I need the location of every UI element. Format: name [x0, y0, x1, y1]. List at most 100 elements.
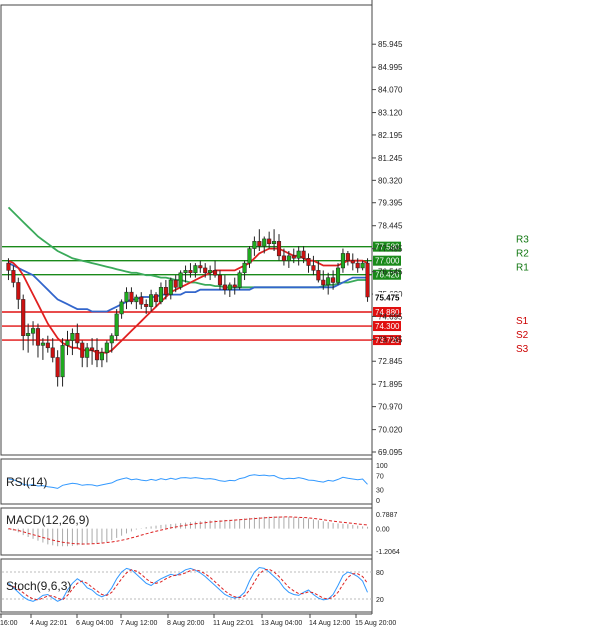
candle-bullish: [104, 342, 109, 353]
candle-bullish: [40, 342, 45, 346]
candle-bearish: [291, 255, 296, 259]
stoch-main-line: [8, 566, 368, 602]
pivot-price-box-s3: [373, 335, 401, 346]
candle-bearish: [232, 284, 237, 288]
pivot-price-label-s1: 74.880: [375, 308, 400, 317]
pivot-name-r3: R3: [516, 235, 529, 246]
candle-bullish: [168, 279, 173, 295]
candle-bullish: [26, 333, 31, 336]
rsi-tick-label: 30: [376, 488, 384, 495]
price-tick-label: 72.845: [378, 357, 403, 366]
rsi-tick-label: 70: [376, 474, 384, 481]
candle-bearish: [281, 255, 286, 261]
candle-bearish: [80, 342, 85, 358]
candle-bearish: [144, 303, 149, 307]
candle-bullish: [296, 250, 301, 259]
candle-bearish: [355, 262, 360, 269]
candle-bearish: [173, 279, 178, 288]
candle-bearish: [222, 284, 227, 290]
time-tick-label: 4 Aug 22:01: [30, 620, 67, 627]
rsi-line: [8, 474, 368, 489]
pivot-price-label-s3: 73.720: [375, 336, 400, 345]
time-tick-label: 6 Aug 04:00: [76, 620, 113, 627]
candle-bearish: [35, 328, 41, 346]
main-panel-frame: [0, 4, 373, 456]
candle-bearish: [45, 342, 50, 349]
candle-bullish: [242, 262, 247, 274]
candle-bearish: [257, 241, 262, 247]
candle-bullish: [360, 262, 365, 269]
candle-bearish: [306, 258, 311, 266]
stoch-title: Stoch(9,6,3): [6, 579, 71, 593]
candle-bearish: [16, 282, 21, 300]
pivot-price-box-s2: [373, 321, 401, 332]
candle-bearish: [345, 253, 350, 261]
candle-bearish: [198, 265, 203, 269]
candle-bearish: [188, 270, 193, 274]
candle-bullish: [178, 272, 183, 288]
candle-bullish: [119, 301, 124, 315]
macd-title-group: MACD(12,26,9): [6, 513, 89, 527]
candle-bearish: [21, 299, 26, 336]
candle-bearish: [153, 294, 159, 303]
price-tick-label: 83.120: [378, 109, 403, 118]
candle-bearish: [321, 279, 326, 286]
candle-bullish: [85, 347, 90, 358]
pivot-price-label-r3: 77.580: [375, 243, 400, 252]
price-tick-label: 79.395: [378, 199, 403, 208]
rsi-title-group: RSI(14): [6, 475, 47, 489]
candle-bullish: [70, 333, 75, 341]
rsi-title: RSI(14): [6, 475, 47, 489]
price-tick-label: 71.895: [378, 380, 403, 389]
candle-bullish: [252, 241, 257, 249]
candle-bullish: [247, 248, 252, 264]
candle-bullish: [134, 296, 139, 303]
candle-bearish: [365, 262, 370, 298]
price-tick-label: 81.245: [378, 154, 403, 163]
candle-bullish: [114, 313, 119, 336]
candle-bullish: [109, 335, 114, 344]
candle-bearish: [163, 287, 168, 295]
price-tick-label: 84.995: [378, 63, 403, 72]
candle-bullish: [183, 270, 188, 274]
candle-bearish: [6, 262, 11, 271]
price-tick-label: 80.320: [378, 176, 403, 185]
pivot-price-label-s2: 74.300: [375, 322, 400, 331]
pivot-name-r2: R2: [516, 249, 529, 260]
pivot-price-box-r1: [373, 269, 401, 280]
price-tick-label: 82.195: [378, 131, 403, 140]
candle-bearish: [267, 238, 272, 244]
rsi-panel-frame: [0, 458, 373, 505]
price-tick-label: 73.745: [378, 335, 403, 344]
candle-bullish: [227, 284, 232, 290]
price-tick-label: 78.445: [378, 222, 403, 231]
candle-bearish: [311, 265, 316, 271]
pivot-name-s1: S1: [516, 316, 529, 327]
candle-bullish: [272, 241, 277, 244]
candle-bullish: [99, 352, 104, 361]
candle-bullish: [237, 272, 242, 288]
candle-bullish: [262, 238, 267, 247]
moving-average-mid-line: [8, 262, 368, 313]
candle-bullish: [326, 277, 331, 286]
candle-bearish: [139, 296, 144, 305]
candle-bullish: [158, 287, 163, 303]
price-tick-label: 84.070: [378, 86, 403, 95]
current-price-label: 75.475: [375, 294, 400, 303]
candle-bearish: [50, 347, 55, 358]
time-tick-label: 7 Aug 12:00: [120, 620, 157, 627]
pivot-price-box-r2: [373, 255, 401, 266]
candle-bullish: [208, 270, 213, 274]
pivot-price-box-r3: [373, 241, 401, 252]
candle-bullish: [124, 291, 129, 303]
pivot-name-s2: S2: [516, 330, 529, 341]
stoch-tick-label: 80: [376, 570, 384, 577]
stoch-title-group: Stoch(9,6,3): [6, 579, 71, 593]
candle-bearish: [276, 241, 282, 257]
candle-bullish: [65, 340, 70, 346]
pivot-price-box-s1: [373, 306, 401, 317]
macd-signal-line: [8, 516, 368, 545]
candle-bearish: [129, 291, 134, 303]
stoch-tick-label: 20: [376, 597, 384, 604]
